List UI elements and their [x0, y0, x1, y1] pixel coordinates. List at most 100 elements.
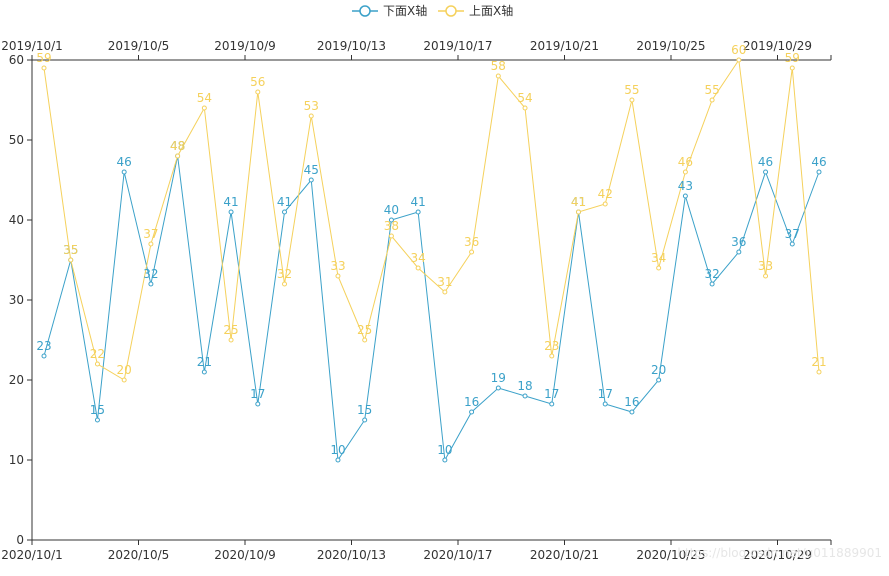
series-1-data-label-29: 46 [811, 155, 826, 169]
series-1-point-27[interactable] [763, 169, 769, 175]
series-2-point-22[interactable] [629, 97, 635, 103]
series-2-point-15[interactable] [442, 289, 448, 295]
series-1-point-14[interactable] [415, 209, 421, 215]
series-2-point-24[interactable] [682, 169, 688, 175]
series-1-data-label-16: 16 [464, 395, 479, 409]
series-2-data-label-3: 20 [117, 363, 132, 377]
series-2-point-14[interactable] [415, 265, 421, 271]
series-1-data-label-23: 20 [651, 363, 666, 377]
series-2-point-0[interactable] [41, 65, 47, 71]
series-2-point-8[interactable] [255, 89, 261, 95]
series-2-point-28[interactable] [789, 65, 795, 71]
series-1-data-label-2: 15 [90, 403, 105, 417]
series-1-data-label-6: 21 [197, 355, 212, 369]
series-1-data-label-22: 16 [624, 395, 639, 409]
series-2-data-label-0: 59 [36, 51, 51, 65]
series-2-data-label-9: 32 [277, 267, 292, 281]
series-1-point-25[interactable] [709, 281, 715, 287]
series-1-point-3[interactable] [121, 169, 127, 175]
series-1-point-17[interactable] [495, 385, 501, 391]
series-2-point-2[interactable] [94, 361, 100, 367]
series-2-data-label-16: 36 [464, 235, 479, 249]
series-1-point-2[interactable] [94, 417, 100, 423]
series-1-data-label-7: 41 [223, 195, 238, 209]
series-1-point-26[interactable] [736, 249, 742, 255]
series-2-data-label-28: 59 [785, 51, 800, 65]
series-2-point-7[interactable] [228, 337, 234, 343]
series-2-point-12[interactable] [362, 337, 368, 343]
series-2-point-20[interactable] [575, 209, 581, 215]
legend-item-series-2[interactable]: 上面X轴 [438, 3, 513, 18]
legend-label-series-1: 下面X轴 [383, 3, 427, 18]
series-2-data-label-24: 46 [678, 155, 693, 169]
series-2-point-19[interactable] [549, 353, 555, 359]
y-tick-label-4: 40 [9, 213, 24, 227]
x-top-tick-label-2: 2019/10/9 [214, 39, 276, 53]
series-1-point-8[interactable] [255, 401, 261, 407]
series-1-point-10[interactable] [308, 177, 314, 183]
series-2-point-21[interactable] [602, 201, 608, 207]
legend-item-series-1[interactable]: 下面X轴 [352, 3, 427, 18]
series-2-point-9[interactable] [282, 281, 288, 287]
series-1-point-13[interactable] [388, 217, 394, 223]
y-tick-label-2: 20 [9, 373, 24, 387]
x-top-tick-label-1: 2019/10/5 [108, 39, 170, 53]
series-1-point-16[interactable] [469, 409, 475, 415]
series-2-point-11[interactable] [335, 273, 341, 279]
x-bottom-tick-label-0: 2020/10/1 [1, 548, 63, 562]
x-bottom-tick-label-1: 2020/10/5 [108, 548, 170, 562]
series-2-data-label-6: 54 [197, 91, 212, 105]
series-2-point-18[interactable] [522, 105, 528, 111]
series-2-point-27[interactable] [763, 273, 769, 279]
series-1-data-label-17: 19 [491, 371, 506, 385]
series-2-point-1[interactable] [68, 257, 74, 263]
x-bottom-tick-label-4: 2020/10/17 [423, 548, 492, 562]
series-1-point-9[interactable] [282, 209, 288, 215]
series-2-point-26[interactable] [736, 57, 742, 63]
series-1-point-6[interactable] [201, 369, 207, 375]
series-2-point-23[interactable] [656, 265, 662, 271]
series-1-point-19[interactable] [549, 401, 555, 407]
series-2-point-10[interactable] [308, 113, 314, 119]
series-1-point-18[interactable] [522, 393, 528, 399]
legend[interactable]: 下面X轴 上面X轴 [352, 3, 513, 18]
x-bottom-tick-label-6: 2020/10/25 [636, 548, 705, 562]
series-2-point-29[interactable] [816, 369, 822, 375]
series-1-point-4[interactable] [148, 281, 154, 287]
series-1-point-21[interactable] [602, 401, 608, 407]
series-1-point-22[interactable] [629, 409, 635, 415]
series-1-point-15[interactable] [442, 457, 448, 463]
series-1-data-label-15: 10 [437, 443, 452, 457]
series-2-point-16[interactable] [469, 249, 475, 255]
x-top-tick-label-4: 2019/10/17 [423, 39, 492, 53]
series-line-2 [43, 58, 820, 381]
series-1-point-29[interactable] [816, 169, 822, 175]
y-tick-label-0: 0 [16, 533, 24, 547]
series-2-data-label-4: 37 [143, 227, 158, 241]
series-2-point-5[interactable] [175, 153, 181, 159]
x-top-tick-label-3: 2019/10/13 [317, 39, 386, 53]
series-1-point-12[interactable] [362, 417, 368, 423]
series-1-data-label-9: 41 [277, 195, 292, 209]
series-1-point-0[interactable] [41, 353, 47, 359]
series-2-data-label-11: 33 [330, 259, 345, 273]
series-2-point-4[interactable] [148, 241, 154, 247]
series-1-data-label-1: 35 [63, 243, 78, 257]
series-1-point-7[interactable] [228, 209, 234, 215]
series-1-point-28[interactable] [789, 241, 795, 247]
series-1-data-label-28: 37 [785, 227, 800, 241]
series-line-1 [43, 155, 820, 462]
series-1-point-24[interactable] [682, 193, 688, 199]
x-top-tick-label-5: 2019/10/21 [530, 39, 599, 53]
series-2-data-label-7: 25 [223, 323, 238, 337]
series-2-point-25[interactable] [709, 97, 715, 103]
series-2-point-6[interactable] [201, 105, 207, 111]
x-bottom-tick-label-5: 2020/10/21 [530, 548, 599, 562]
series-2-point-17[interactable] [495, 73, 501, 79]
series-1-point-11[interactable] [335, 457, 341, 463]
x-bottom-tick-label-7: 2020/10/29 [743, 548, 812, 562]
series-2-point-13[interactable] [388, 233, 394, 239]
series-1-data-label-10: 45 [304, 163, 319, 177]
series-2-point-3[interactable] [121, 377, 127, 383]
series-1-point-23[interactable] [656, 377, 662, 383]
